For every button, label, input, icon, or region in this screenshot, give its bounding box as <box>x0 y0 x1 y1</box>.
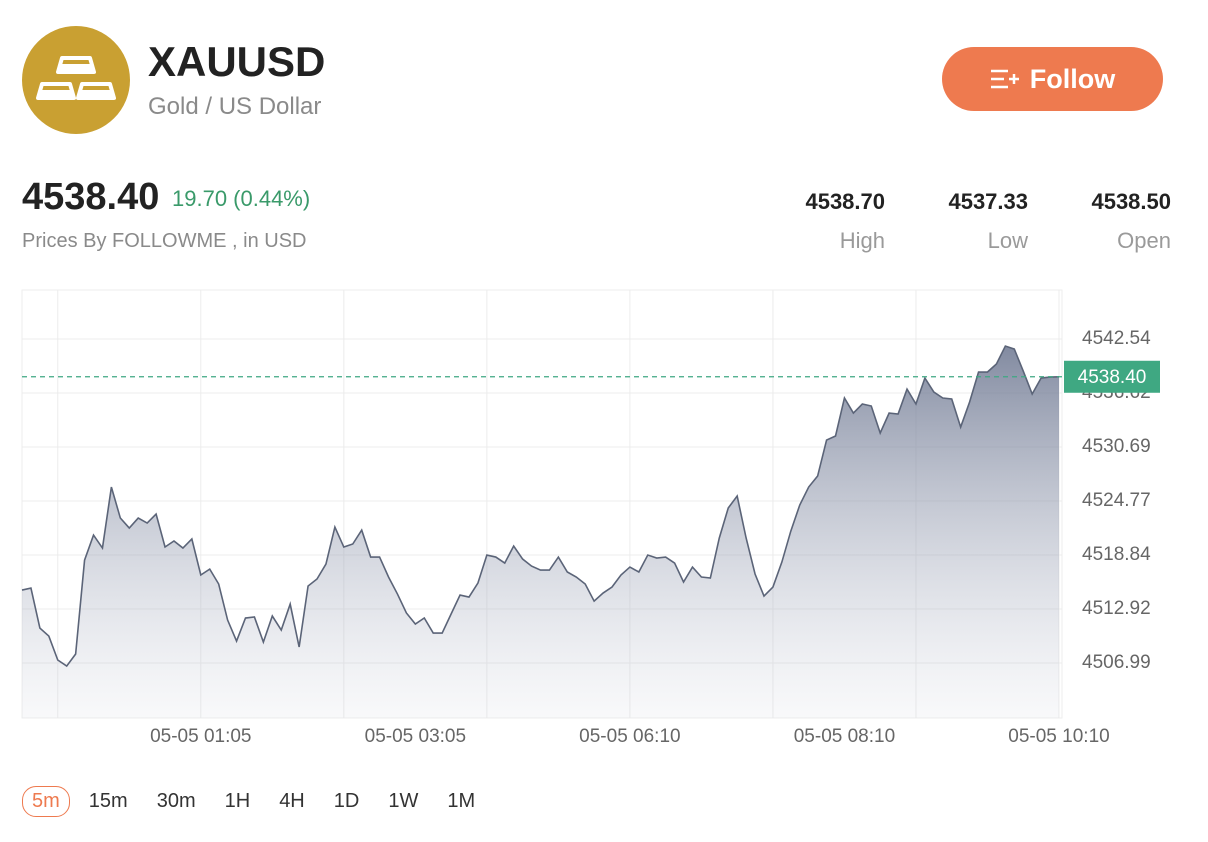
follow-label: Follow <box>1029 63 1116 94</box>
y-tick-label: 4524.77 <box>1082 490 1151 511</box>
timeframe-button[interactable]: 5m <box>22 786 70 817</box>
timeframe-button[interactable]: 4H <box>279 790 305 812</box>
y-tick-label: 4512.92 <box>1082 598 1151 619</box>
area <box>22 346 1059 718</box>
timeframe-button[interactable]: 30m <box>156 790 196 812</box>
stat-label: Open <box>1117 228 1171 253</box>
timeframe-button[interactable]: 1M <box>447 790 476 812</box>
timeframe-button[interactable]: 1D <box>333 790 360 812</box>
price-source: Prices By FOLLOWME , in USD <box>22 230 307 252</box>
timeframe-bar: 5m 15m 30m 1H 4H 1D 1W 1M <box>22 786 494 817</box>
follow-icon <box>990 69 1019 89</box>
last-price-box <box>1064 360 1160 393</box>
timeframe-button[interactable]: 15m <box>88 790 128 812</box>
stat-label: High <box>839 228 885 253</box>
instrument-name: Gold / US Dollar <box>148 93 322 120</box>
y-tick-label: 4506.99 <box>1082 652 1151 673</box>
stat-label: Low <box>987 228 1028 253</box>
price-line <box>21 345 1060 668</box>
gold-icon <box>22 26 130 134</box>
x-tick-label: 05-05 08:10 <box>794 726 895 747</box>
price: 4538.40 <box>22 176 160 218</box>
price-change: 19.70 (0.44%) <box>172 186 311 211</box>
stat-value: 4537.33 <box>948 189 1028 214</box>
stat-value: 4538.50 <box>1091 189 1171 214</box>
stat-value: 4538.70 <box>805 189 885 214</box>
last-price-label: 4538.40 <box>1078 367 1147 388</box>
y-tick-label: 4518.84 <box>1082 544 1151 565</box>
chart: 4506.994512.924518.844524.774530.694536.… <box>21 289 1160 747</box>
timeframe-button[interactable]: 1H <box>224 790 251 812</box>
y-tick-label: 4542.54 <box>1082 328 1151 349</box>
follow-button[interactable]: Follow <box>942 47 1163 111</box>
timeframe-button[interactable]: 1W <box>388 790 419 812</box>
symbol: XAUUSD <box>148 38 326 85</box>
y-tick-label: 4530.69 <box>1082 436 1151 457</box>
x-tick-label: 05-05 01:05 <box>150 726 251 747</box>
x-tick-label: 05-05 06:10 <box>579 726 680 747</box>
x-tick-label: 05-05 03:05 <box>365 726 466 747</box>
x-tick-label: 05-05 10:10 <box>1008 726 1109 747</box>
